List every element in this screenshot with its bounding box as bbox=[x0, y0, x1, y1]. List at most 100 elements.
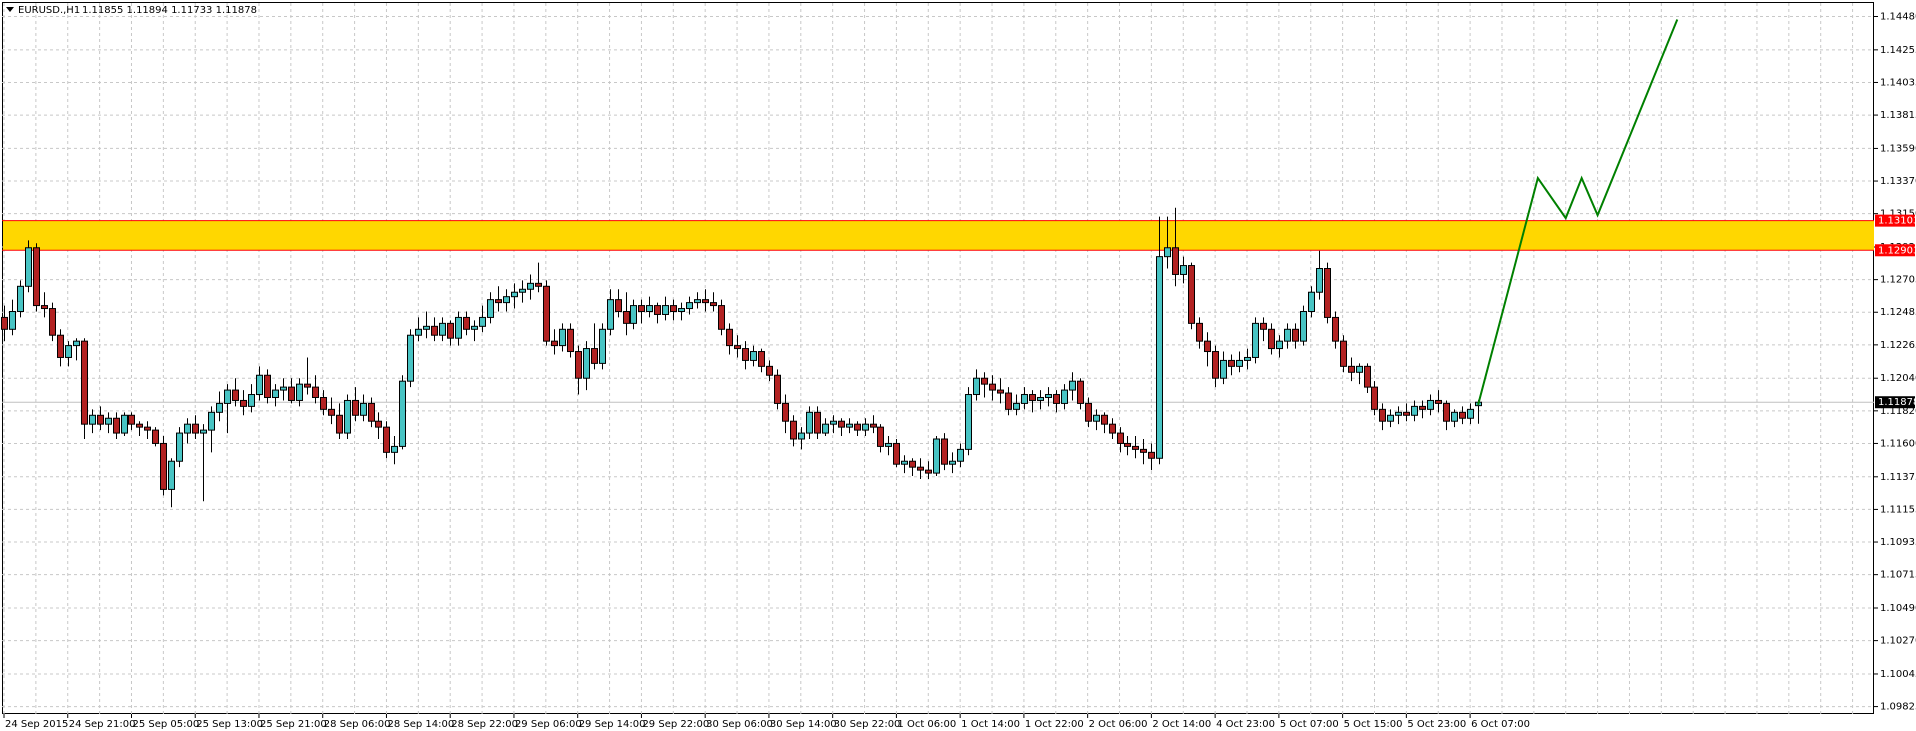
candle-body bbox=[1037, 396, 1044, 401]
candle-body bbox=[678, 308, 685, 313]
y-tick-label: 1.14035 bbox=[1880, 77, 1916, 88]
y-tick-label: 1.14255 bbox=[1880, 45, 1916, 56]
candle-body bbox=[1124, 442, 1131, 447]
candle-body bbox=[144, 426, 151, 431]
candle-body bbox=[503, 296, 510, 304]
candle-body bbox=[646, 305, 653, 313]
x-tick-label: 1 Oct 22:00 bbox=[1025, 719, 1084, 730]
candle-body bbox=[49, 308, 56, 336]
x-tick-label: 25 Sep 05:00 bbox=[132, 719, 199, 730]
price-label: 1.13103 bbox=[1878, 216, 1916, 227]
candle-body bbox=[838, 420, 845, 428]
symbol: EURUSD.,H1 bbox=[18, 5, 80, 16]
candle-body bbox=[288, 386, 295, 401]
candle-body bbox=[511, 291, 518, 298]
candle-body bbox=[1236, 359, 1243, 367]
candle-body bbox=[591, 348, 598, 364]
candle-body bbox=[216, 402, 223, 413]
price-label-bg bbox=[1875, 244, 1915, 257]
candle-body bbox=[750, 351, 757, 361]
candle-body bbox=[136, 423, 143, 428]
candle-body bbox=[1188, 265, 1195, 324]
candle-body bbox=[1316, 268, 1323, 293]
candle-body bbox=[774, 374, 781, 404]
candle-body bbox=[630, 305, 637, 324]
y-tick-label: 1.10715 bbox=[1880, 570, 1916, 581]
candle-body bbox=[1132, 445, 1139, 450]
candle-body bbox=[822, 423, 829, 434]
candle-body bbox=[368, 402, 375, 422]
candle-body bbox=[248, 394, 255, 407]
candle-body bbox=[1196, 322, 1203, 342]
candle-body bbox=[1252, 322, 1259, 358]
candle-body bbox=[312, 386, 319, 398]
candle-body bbox=[1220, 359, 1227, 379]
candle-body bbox=[463, 316, 470, 330]
candle-body bbox=[168, 460, 175, 490]
candle-body bbox=[1021, 394, 1028, 404]
x-tick-label: 5 Oct 23:00 bbox=[1407, 719, 1466, 730]
candle-body bbox=[1, 316, 8, 330]
candle-body bbox=[1013, 402, 1020, 410]
candle-body bbox=[264, 374, 271, 398]
candle-body bbox=[184, 423, 191, 434]
candle-body bbox=[1443, 402, 1450, 422]
candle-body bbox=[654, 305, 661, 315]
candle-body bbox=[1109, 423, 1116, 434]
candle-body bbox=[997, 389, 1004, 394]
candle-body bbox=[1053, 394, 1060, 404]
candle-body bbox=[814, 411, 821, 434]
candle-body bbox=[734, 345, 741, 350]
candle-body bbox=[1061, 389, 1068, 404]
y-tick-label: 1.11600 bbox=[1880, 438, 1916, 449]
candle-body bbox=[495, 299, 502, 304]
candle-body bbox=[1140, 448, 1147, 453]
x-tick-label: 4 Oct 23:00 bbox=[1216, 719, 1275, 730]
candle-body bbox=[1029, 394, 1036, 401]
y-tick-label: 1.11375 bbox=[1880, 472, 1916, 483]
y-tick-label: 1.11155 bbox=[1880, 504, 1916, 515]
x-tick-label: 1 Oct 14:00 bbox=[961, 719, 1020, 730]
candle-body bbox=[328, 408, 335, 416]
candle-body bbox=[670, 305, 677, 313]
candle-body bbox=[567, 328, 574, 353]
candle-body bbox=[121, 414, 128, 434]
candle-body bbox=[200, 429, 207, 434]
x-tick-label: 28 Sep 14:00 bbox=[387, 719, 454, 730]
forecast-line bbox=[1477, 19, 1679, 406]
candle-body bbox=[535, 282, 542, 287]
candle-body bbox=[9, 311, 16, 330]
candle-body bbox=[272, 389, 279, 398]
candle-body bbox=[352, 399, 359, 416]
candle-body bbox=[240, 399, 247, 407]
candle-body bbox=[846, 423, 853, 428]
y-tick-label: 1.13370 bbox=[1880, 176, 1916, 187]
candle-body bbox=[925, 469, 932, 474]
candle-body bbox=[1069, 380, 1076, 391]
x-tick-label: 24 Sep 2015 bbox=[5, 719, 68, 730]
candle-body bbox=[1427, 399, 1434, 410]
candle-body bbox=[694, 299, 701, 304]
candle-body bbox=[782, 402, 789, 422]
candle-body bbox=[1419, 405, 1426, 410]
price-label-bg bbox=[1875, 214, 1915, 227]
candle-body bbox=[893, 442, 900, 465]
candles bbox=[1, 19, 1679, 508]
menu-triangle[interactable] bbox=[6, 7, 14, 12]
candle-body bbox=[1172, 247, 1179, 275]
y-tick-label: 1.10045 bbox=[1880, 669, 1916, 680]
zone bbox=[2, 220, 1874, 403]
y-tick-label: 1.12040 bbox=[1880, 373, 1916, 384]
candle-body bbox=[1085, 402, 1092, 422]
candle-body bbox=[152, 429, 159, 444]
candle-body bbox=[1101, 414, 1108, 425]
candle-body bbox=[1204, 340, 1211, 353]
x-tick-label: 6 Oct 07:00 bbox=[1471, 719, 1530, 730]
candle-body bbox=[973, 377, 980, 396]
candle-body bbox=[686, 302, 693, 310]
candle-body bbox=[1228, 359, 1235, 367]
candle-body bbox=[415, 328, 422, 336]
candle-body bbox=[758, 351, 765, 367]
y-tick-label: 1.13815 bbox=[1880, 110, 1916, 121]
